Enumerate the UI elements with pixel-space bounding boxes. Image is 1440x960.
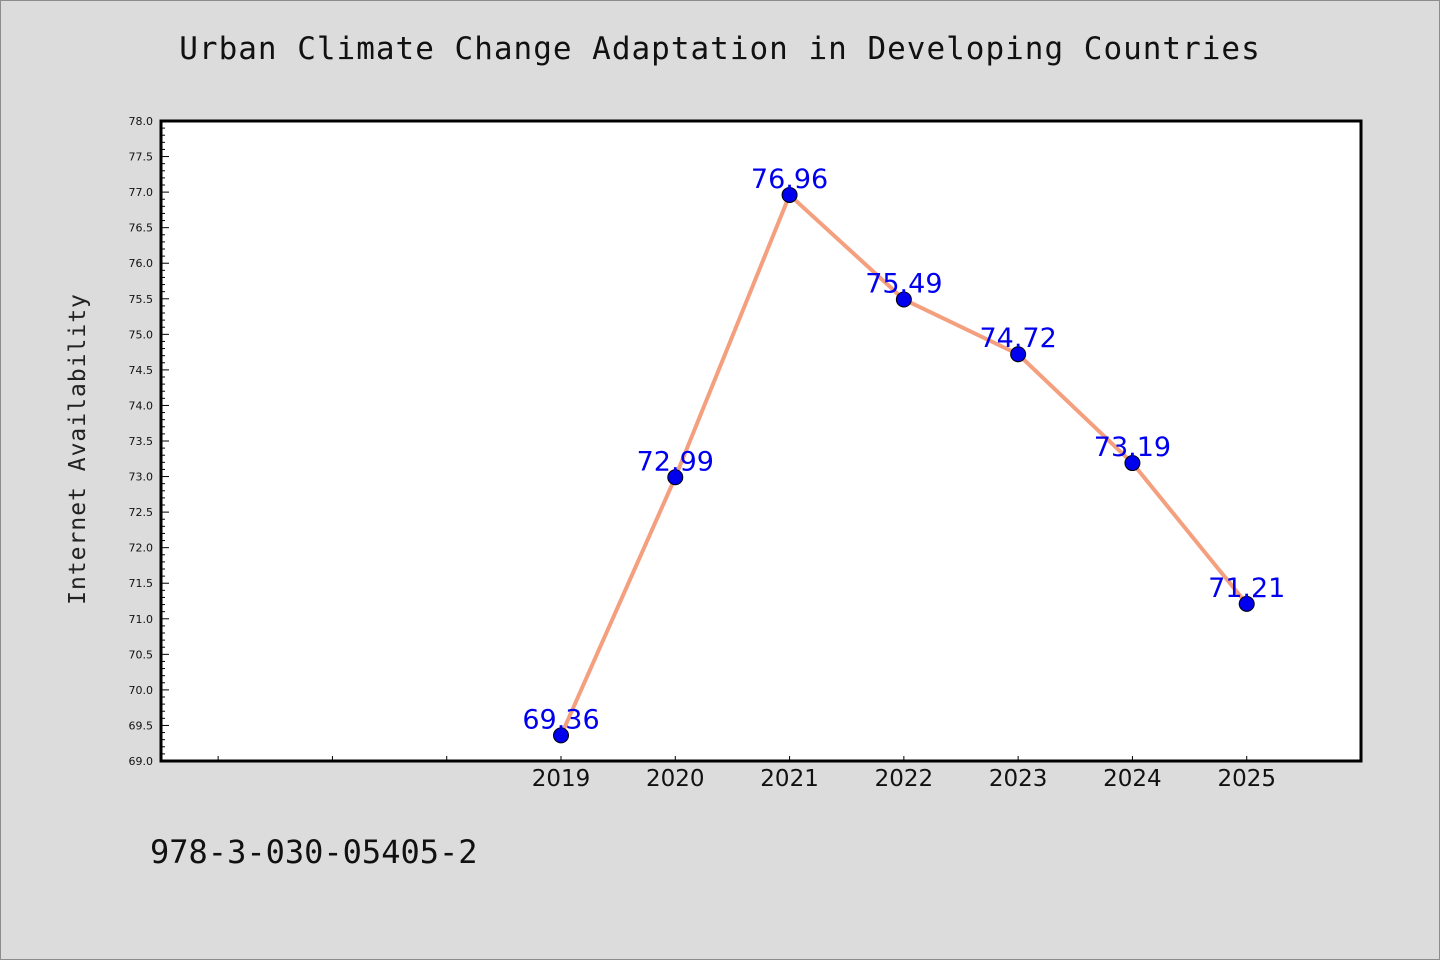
data-label: 69.36 [522, 704, 599, 735]
data-point [1124, 455, 1141, 472]
x-tick-label: 2020 [646, 766, 705, 792]
y-tick-label: 77.5 [129, 151, 154, 164]
y-tick-label: 74.0 [129, 399, 154, 412]
y-axis-label: Internet Availability [65, 293, 91, 605]
data-point [1010, 346, 1027, 363]
y-tick-label: 75.0 [129, 328, 154, 341]
x-tick-label: 2022 [875, 766, 934, 792]
y-tick-label: 69.0 [129, 755, 154, 768]
y-tick-label: 72.0 [129, 542, 154, 555]
y-tick-label: 74.5 [129, 364, 154, 377]
footer-code: 978-3-030-05405-2 [150, 833, 478, 871]
plot-area [161, 121, 1361, 761]
data-point [1238, 595, 1255, 612]
data-point [553, 727, 569, 744]
data-point [895, 291, 912, 308]
y-tick-label: 69.5 [129, 719, 154, 732]
y-tick-label: 76.5 [129, 222, 154, 235]
x-tick-label: 2019 [532, 766, 591, 792]
y-tick-label: 71.0 [129, 613, 154, 626]
y-tick-label: 76.0 [129, 257, 154, 270]
y-tick-label: 78.0 [129, 115, 154, 128]
data-label: 75.49 [865, 268, 942, 299]
y-tick-label: 77.0 [129, 186, 154, 199]
y-tick-label: 71.5 [129, 577, 154, 590]
data-label: 74.72 [979, 323, 1056, 354]
y-tick-label: 70.0 [129, 684, 154, 697]
data-label: 72.99 [637, 446, 714, 477]
x-tick-label: 2021 [760, 766, 819, 792]
data-point [667, 469, 684, 486]
x-tick-label: 2024 [1103, 766, 1162, 792]
data-label: 76.96 [751, 164, 828, 195]
x-tick-label: 2025 [1217, 766, 1276, 792]
data-label: 71.21 [1208, 573, 1285, 604]
y-tick-label: 75.5 [129, 293, 154, 306]
y-tick-label: 72.5 [129, 506, 154, 519]
y-tick-label: 70.5 [129, 648, 154, 661]
chart-title: Urban Climate Change Adaptation in Devel… [179, 31, 1261, 67]
plot-frame [159, 119, 1363, 763]
data-point [781, 186, 798, 203]
data-label: 73.19 [1094, 432, 1171, 463]
y-tick-label: 73.5 [129, 435, 154, 448]
x-tick-label: 2023 [989, 766, 1048, 792]
y-tick-label: 73.0 [129, 471, 154, 484]
